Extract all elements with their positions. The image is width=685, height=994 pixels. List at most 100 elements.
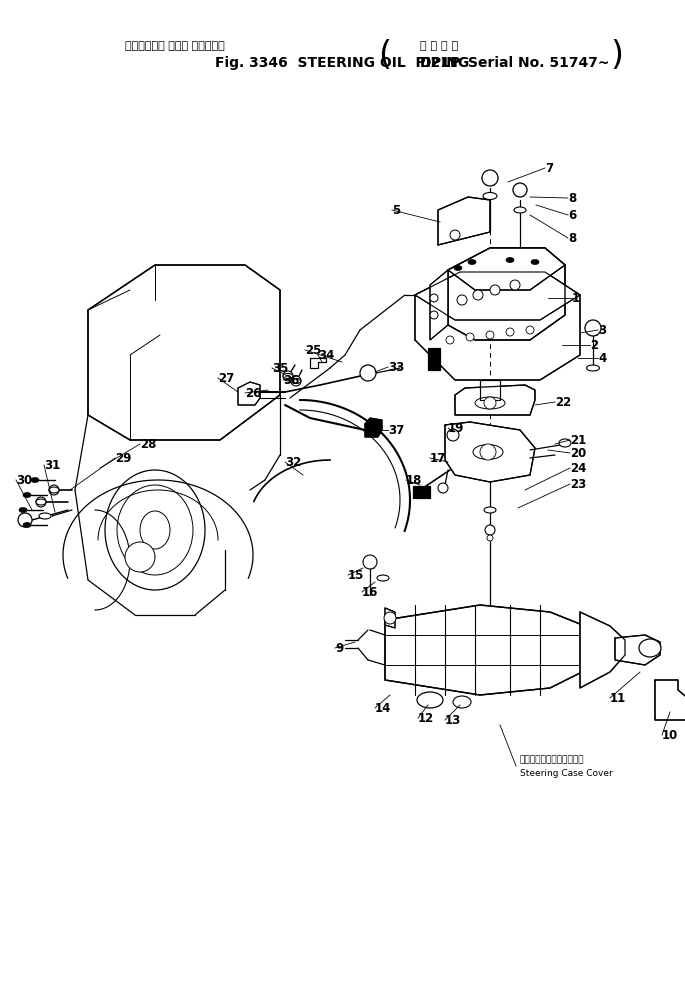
Circle shape [485, 525, 495, 535]
Circle shape [430, 294, 438, 302]
Ellipse shape [506, 257, 514, 262]
Text: 4: 4 [598, 352, 606, 365]
Polygon shape [615, 635, 660, 665]
Text: 10: 10 [662, 729, 678, 742]
Text: Fig. 3346  STEERING OIL  PIPING: Fig. 3346 STEERING OIL PIPING [215, 56, 469, 70]
Text: 5: 5 [392, 204, 400, 217]
Circle shape [506, 328, 514, 336]
Text: 6: 6 [568, 209, 576, 222]
Ellipse shape [586, 365, 599, 371]
Polygon shape [455, 385, 535, 415]
Circle shape [490, 285, 500, 295]
Text: 25: 25 [305, 344, 321, 357]
Circle shape [486, 331, 494, 339]
Circle shape [363, 555, 377, 569]
Circle shape [510, 280, 520, 290]
Polygon shape [428, 348, 440, 370]
Text: 17: 17 [430, 451, 446, 464]
Text: 19: 19 [448, 421, 464, 434]
Text: 22: 22 [555, 396, 571, 409]
Text: 14: 14 [375, 702, 391, 715]
Circle shape [480, 444, 496, 460]
Text: Steering Case Cover: Steering Case Cover [520, 768, 613, 777]
Text: 34: 34 [318, 349, 334, 362]
Ellipse shape [417, 692, 443, 708]
Circle shape [585, 320, 601, 336]
Ellipse shape [475, 397, 505, 409]
Polygon shape [385, 608, 395, 628]
Circle shape [466, 333, 474, 341]
Text: Serial No. 51747~: Serial No. 51747~ [468, 56, 610, 70]
Text: 8: 8 [568, 232, 576, 245]
Ellipse shape [105, 470, 205, 590]
Circle shape [473, 290, 483, 300]
Circle shape [450, 230, 460, 240]
Polygon shape [655, 680, 685, 720]
Ellipse shape [531, 259, 539, 264]
Polygon shape [438, 197, 490, 245]
Circle shape [430, 311, 438, 319]
Circle shape [487, 535, 493, 541]
Polygon shape [413, 486, 430, 498]
Text: 13: 13 [445, 714, 461, 727]
Polygon shape [415, 272, 580, 320]
Polygon shape [88, 265, 280, 440]
Ellipse shape [483, 193, 497, 200]
Text: 30: 30 [16, 473, 32, 486]
Ellipse shape [454, 265, 462, 270]
Circle shape [360, 365, 376, 381]
Circle shape [283, 371, 293, 381]
Circle shape [49, 485, 59, 495]
Text: 21: 21 [570, 433, 586, 446]
Ellipse shape [23, 492, 31, 498]
Circle shape [18, 513, 32, 527]
Circle shape [446, 336, 454, 344]
Ellipse shape [19, 508, 27, 513]
Text: 12: 12 [418, 712, 434, 725]
Text: 32: 32 [285, 455, 301, 468]
Text: 26: 26 [245, 387, 262, 400]
Circle shape [484, 397, 496, 409]
Ellipse shape [117, 485, 193, 575]
Text: 37: 37 [388, 423, 404, 436]
Text: ステアリング オイル パイピング: ステアリング オイル パイピング [125, 41, 225, 51]
Polygon shape [445, 422, 535, 482]
Ellipse shape [283, 374, 293, 379]
Circle shape [125, 542, 155, 572]
Text: 2: 2 [590, 339, 598, 352]
Polygon shape [448, 248, 565, 290]
Polygon shape [430, 270, 448, 340]
Ellipse shape [291, 379, 301, 384]
Text: 9: 9 [335, 641, 343, 654]
Text: 28: 28 [140, 437, 156, 450]
Text: 27: 27 [218, 372, 234, 385]
Ellipse shape [639, 639, 661, 657]
Text: 適 用 号 機: 適 用 号 機 [420, 41, 458, 51]
Circle shape [482, 170, 498, 186]
Ellipse shape [453, 696, 471, 708]
Polygon shape [480, 380, 500, 400]
Polygon shape [385, 605, 600, 695]
Circle shape [291, 376, 301, 386]
Text: (: ( [379, 39, 392, 72]
Text: ステアリングケースカバー: ステアリングケースカバー [520, 755, 584, 764]
Text: 31: 31 [44, 458, 60, 471]
Ellipse shape [49, 487, 59, 493]
Polygon shape [415, 272, 580, 380]
Text: 33: 33 [388, 361, 404, 374]
Ellipse shape [484, 507, 496, 513]
Text: 29: 29 [115, 451, 132, 464]
Polygon shape [365, 418, 382, 437]
Text: 35: 35 [272, 362, 288, 375]
Text: 1: 1 [572, 291, 580, 304]
Ellipse shape [140, 511, 170, 549]
Ellipse shape [23, 523, 31, 528]
Polygon shape [238, 382, 260, 405]
Text: 16: 16 [362, 585, 378, 598]
Circle shape [457, 295, 467, 305]
Circle shape [36, 497, 46, 507]
Ellipse shape [468, 259, 476, 264]
Circle shape [438, 483, 448, 493]
Ellipse shape [473, 444, 503, 459]
Polygon shape [310, 358, 326, 368]
